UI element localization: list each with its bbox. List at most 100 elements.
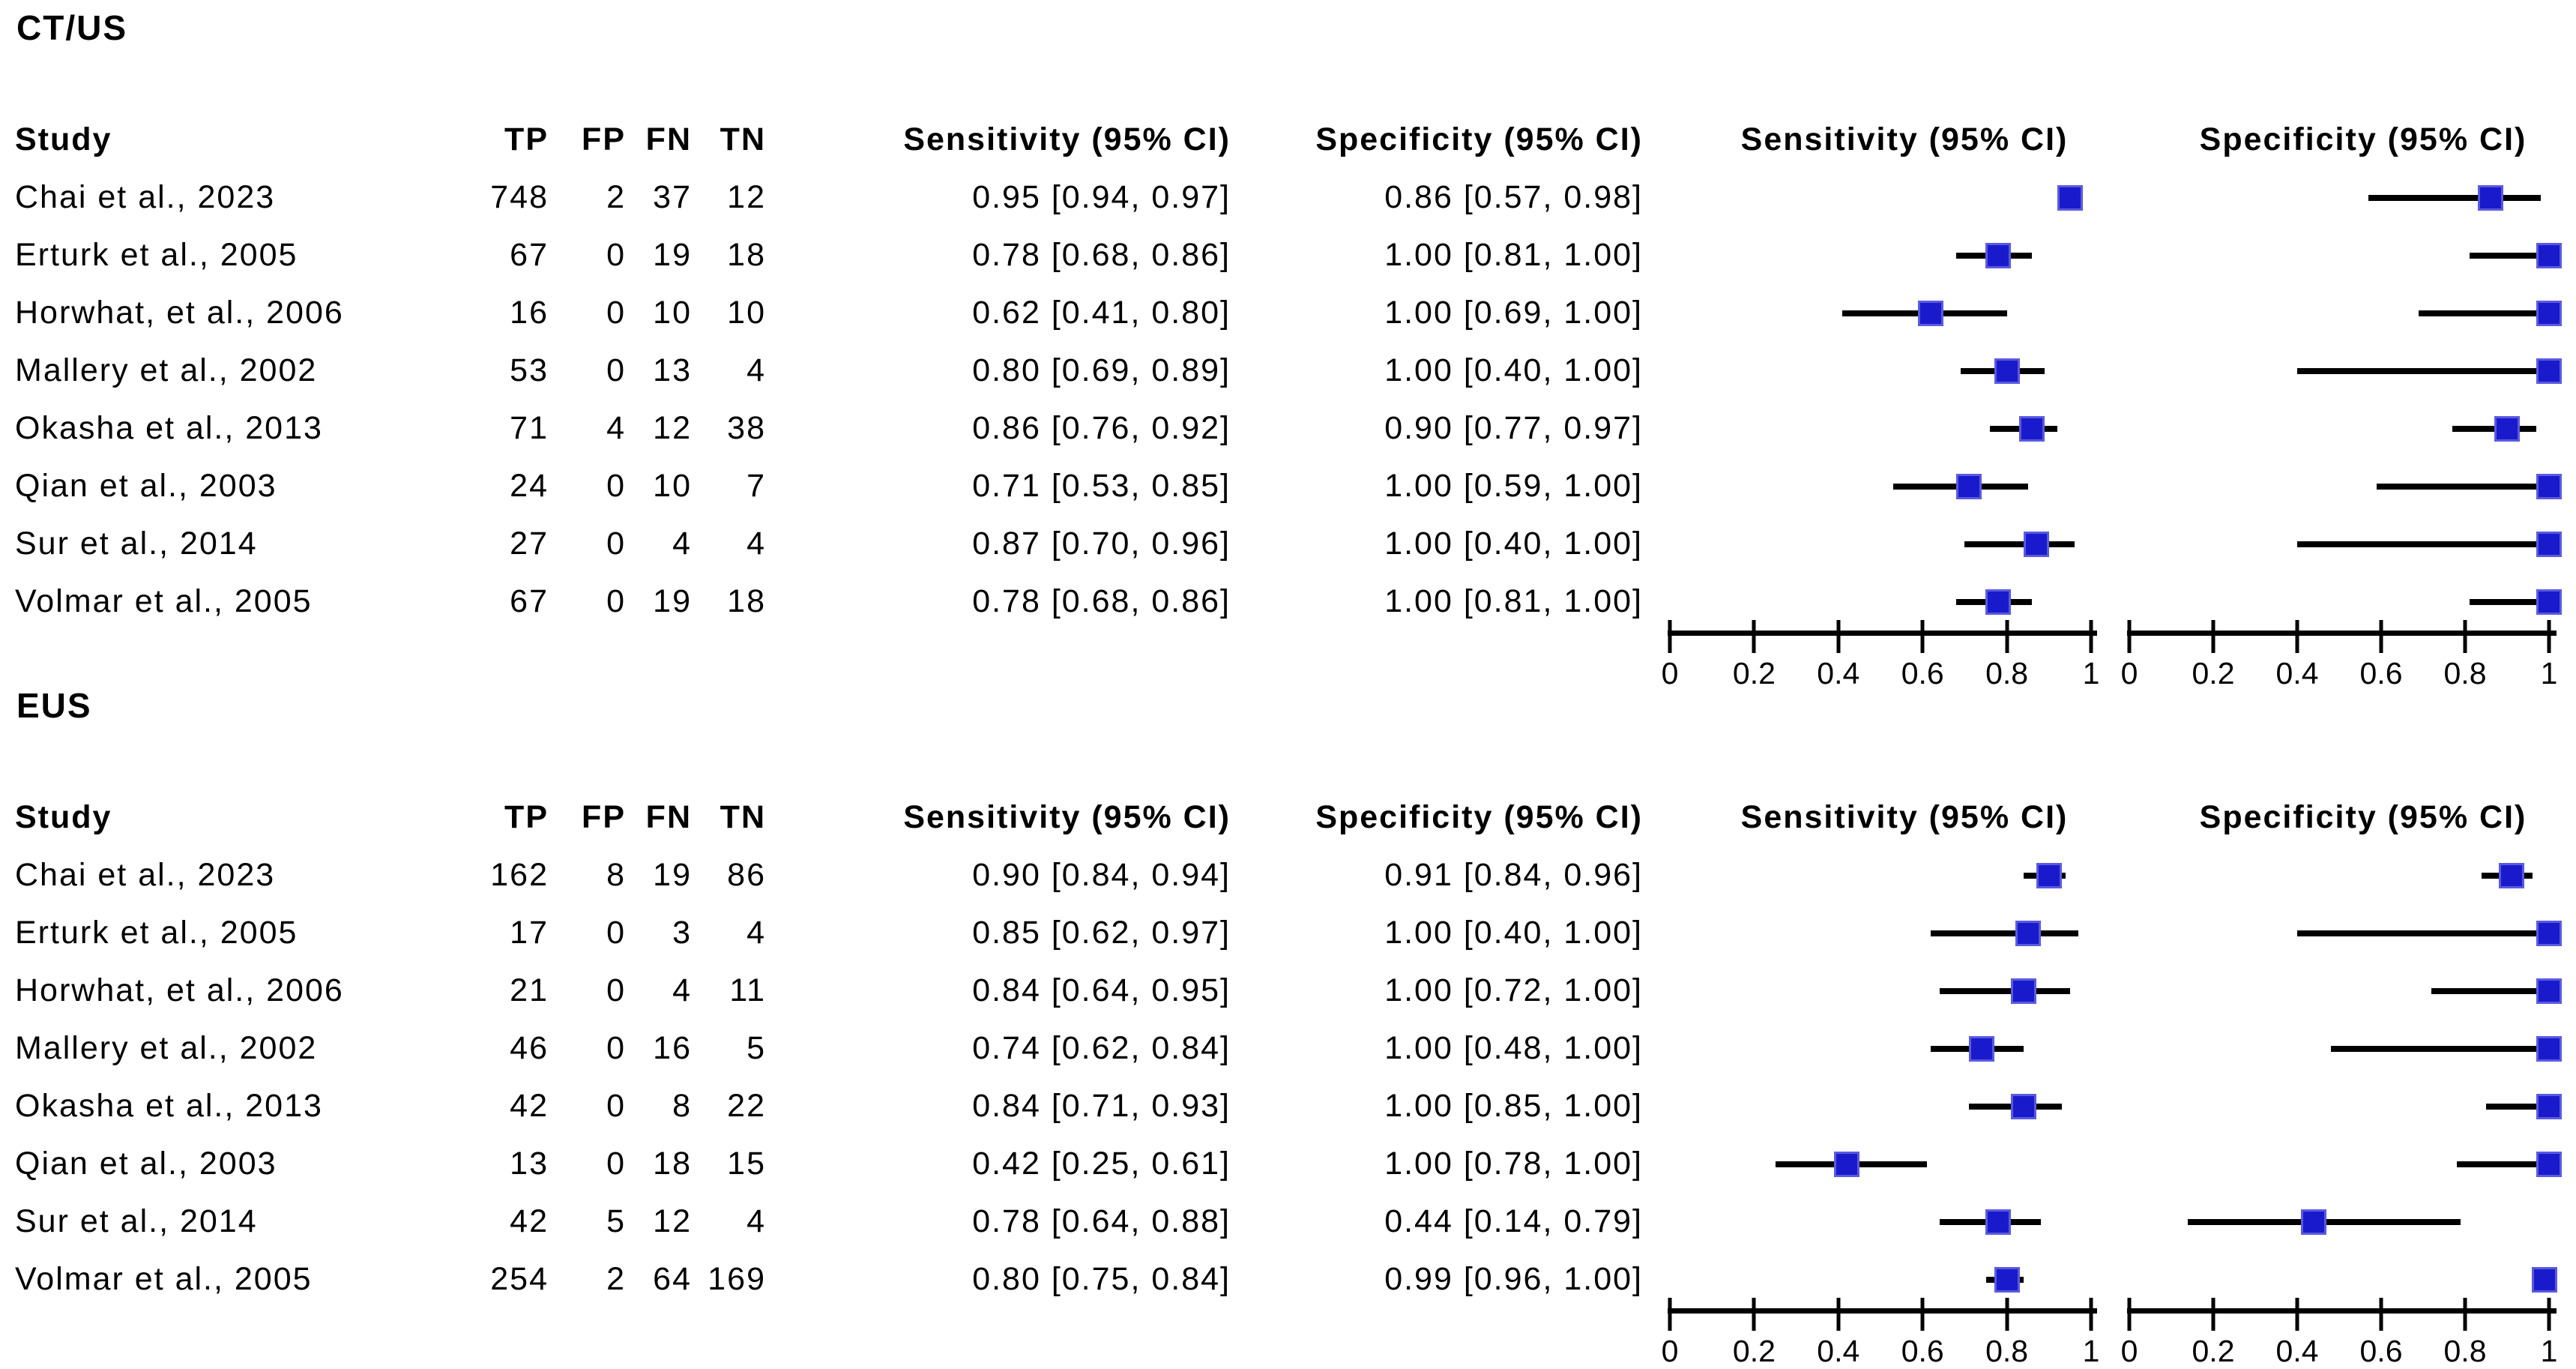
specificity-ci-text: 0.44 [0.14, 0.79] bbox=[1384, 1203, 1643, 1239]
axis-tick bbox=[1668, 1298, 1672, 1331]
sensitivity-plot-cell bbox=[1643, 1251, 2123, 1308]
sensitivity-plot-title: Sensitivity (95% CI) bbox=[1740, 121, 2069, 157]
tp-value: 17 bbox=[510, 915, 549, 951]
specificity-marker bbox=[2536, 1151, 2562, 1177]
specificity-ci-text: 1.00 [0.72, 1.00] bbox=[1384, 972, 1643, 1008]
axis-tick bbox=[1668, 620, 1672, 653]
tp-value: 71 bbox=[510, 410, 549, 446]
specificity-marker bbox=[2494, 415, 2520, 442]
sensitivity-plot-area bbox=[1670, 284, 2091, 342]
specificity-plot-area bbox=[2129, 457, 2562, 515]
specificity-plot-cell bbox=[2123, 457, 2576, 515]
study-name: Volmar et al., 2005 bbox=[15, 583, 313, 619]
sensitivity-axis-line bbox=[1668, 1308, 2097, 1314]
specificity-plot-area bbox=[2129, 400, 2549, 457]
axis-tick bbox=[1752, 620, 1756, 653]
sensitivity-plot-cell bbox=[1643, 904, 2123, 962]
axis-tick bbox=[2379, 620, 2383, 653]
tn-value: 18 bbox=[727, 583, 766, 619]
sensitivity-plot-area bbox=[1670, 1077, 2091, 1135]
study-name: Chai et al., 2023 bbox=[15, 179, 276, 215]
axis-tick-label: 0.8 bbox=[2443, 656, 2487, 690]
sensitivity-marker bbox=[1994, 358, 2020, 384]
tn-value: 4 bbox=[746, 526, 766, 562]
tn-value: 4 bbox=[746, 1203, 766, 1239]
specificity-plot-cell bbox=[2123, 1077, 2576, 1135]
specificity-plot-area bbox=[2129, 962, 2562, 1020]
specificity-ci-text: 1.00 [0.40, 1.00] bbox=[1384, 352, 1643, 388]
fp-value: 2 bbox=[606, 179, 626, 215]
specificity-marker bbox=[2536, 920, 2562, 946]
section-title: CT/US bbox=[16, 8, 127, 47]
specificity-plot-area bbox=[2129, 1251, 2558, 1308]
sensitivity-ci-text: 0.62 [0.41, 0.80] bbox=[972, 295, 1231, 331]
section-ctus: CT/US Study TP FP FN TN Sensitivity (95%… bbox=[0, 7, 2576, 690]
sensitivity-plot-cell bbox=[1643, 515, 2123, 573]
fn-value: 10 bbox=[653, 468, 692, 504]
section-eus: EUS Study TP FP FN TN Sensitivity (95% C… bbox=[0, 685, 2576, 1368]
col-header-specificity-plot: Specificity (95% CI) bbox=[2123, 789, 2576, 846]
axis-tick-label: 0 bbox=[1661, 656, 1679, 690]
sensitivity-marker bbox=[1985, 1209, 2012, 1235]
sensitivity-plot-cell bbox=[1643, 962, 2123, 1020]
sensitivity-plot-area bbox=[1670, 1135, 2091, 1193]
sensitivity-plot-area bbox=[1670, 1251, 2091, 1308]
sensitivity-plot-area bbox=[1670, 962, 2091, 1020]
specificity-marker bbox=[2301, 1209, 2327, 1235]
sensitivity-ci-text: 0.87 [0.70, 0.96] bbox=[972, 526, 1231, 562]
specificity-marker bbox=[2477, 184, 2503, 211]
specificity-marker bbox=[2536, 473, 2562, 499]
sensitivity-ci-text: 0.90 [0.84, 0.94] bbox=[972, 857, 1231, 893]
axis-tick bbox=[1752, 1298, 1756, 1331]
specificity-marker bbox=[2498, 862, 2524, 888]
fp-value: 0 bbox=[606, 295, 626, 331]
tn-value: 4 bbox=[746, 352, 766, 388]
sensitivity-plot-cell bbox=[1643, 1135, 2123, 1193]
specificity-ci-line bbox=[2469, 252, 2549, 259]
specificity-axis-cell: 0 0.2 0.4 0.6 0.8 1 bbox=[2121, 620, 2576, 690]
axis-tick-label: 0 bbox=[2120, 1334, 2138, 1368]
sensitivity-axis-line bbox=[1668, 631, 2097, 636]
sensitivity-marker bbox=[1956, 473, 1982, 499]
axis-tick-label: 1 bbox=[2540, 656, 2558, 690]
sensitivity-ci-line bbox=[1939, 987, 2070, 994]
sensitivity-plot-title: Sensitivity (95% CI) bbox=[1740, 799, 2069, 835]
axis-tick-label: 0.6 bbox=[1901, 656, 1944, 690]
fp-value: 0 bbox=[606, 1030, 626, 1066]
specificity-ci-line bbox=[2330, 1045, 2549, 1052]
specificity-ci-text: 1.00 [0.40, 1.00] bbox=[1384, 915, 1643, 951]
specificity-ci-text: 0.86 [0.57, 0.98] bbox=[1384, 179, 1643, 215]
sensitivity-axis-cell: 0 0.2 0.4 0.6 0.8 1 bbox=[1643, 620, 2123, 690]
study-name: Chai et al., 2023 bbox=[15, 857, 276, 893]
sensitivity-marker bbox=[1985, 589, 2012, 615]
specificity-plot-cell bbox=[2123, 1135, 2576, 1193]
specificity-ci-text: 1.00 [0.40, 1.00] bbox=[1384, 526, 1643, 562]
axis-tick bbox=[2127, 620, 2132, 653]
axis-tick-label: 1 bbox=[2082, 1334, 2100, 1368]
sensitivity-ci-text: 0.80 [0.69, 0.89] bbox=[972, 352, 1231, 388]
sensitivity-plot-cell bbox=[1643, 1193, 2123, 1251]
fp-value: 0 bbox=[606, 583, 626, 619]
sensitivity-marker bbox=[2015, 920, 2041, 946]
col-header-tn: TN bbox=[720, 799, 766, 835]
tp-value: 748 bbox=[490, 179, 549, 215]
specificity-plot-cell bbox=[2123, 515, 2576, 573]
tn-value: 10 bbox=[727, 295, 766, 331]
specificity-plot-area bbox=[2129, 284, 2562, 342]
specificity-ci-line bbox=[2486, 1103, 2549, 1110]
specificity-plot-cell bbox=[2123, 573, 2576, 631]
axis-tick bbox=[2211, 620, 2215, 653]
sensitivity-ci-text: 0.71 [0.53, 0.85] bbox=[972, 468, 1231, 504]
sensitivity-plot-area bbox=[1670, 904, 2091, 962]
specificity-marker bbox=[2532, 1266, 2558, 1293]
sensitivity-plot-cell bbox=[1643, 169, 2123, 226]
axis-tick-label: 0.6 bbox=[2359, 1334, 2403, 1368]
specificity-plot-cell bbox=[2123, 400, 2576, 457]
specificity-ci-line bbox=[2377, 483, 2549, 490]
tn-value: 169 bbox=[708, 1261, 766, 1297]
sensitivity-plot-area bbox=[1670, 169, 2091, 226]
tp-value: 46 bbox=[510, 1030, 549, 1066]
sensitivity-plot-area bbox=[1670, 457, 2091, 515]
tp-value: 24 bbox=[510, 468, 549, 504]
tn-value: 7 bbox=[746, 468, 766, 504]
